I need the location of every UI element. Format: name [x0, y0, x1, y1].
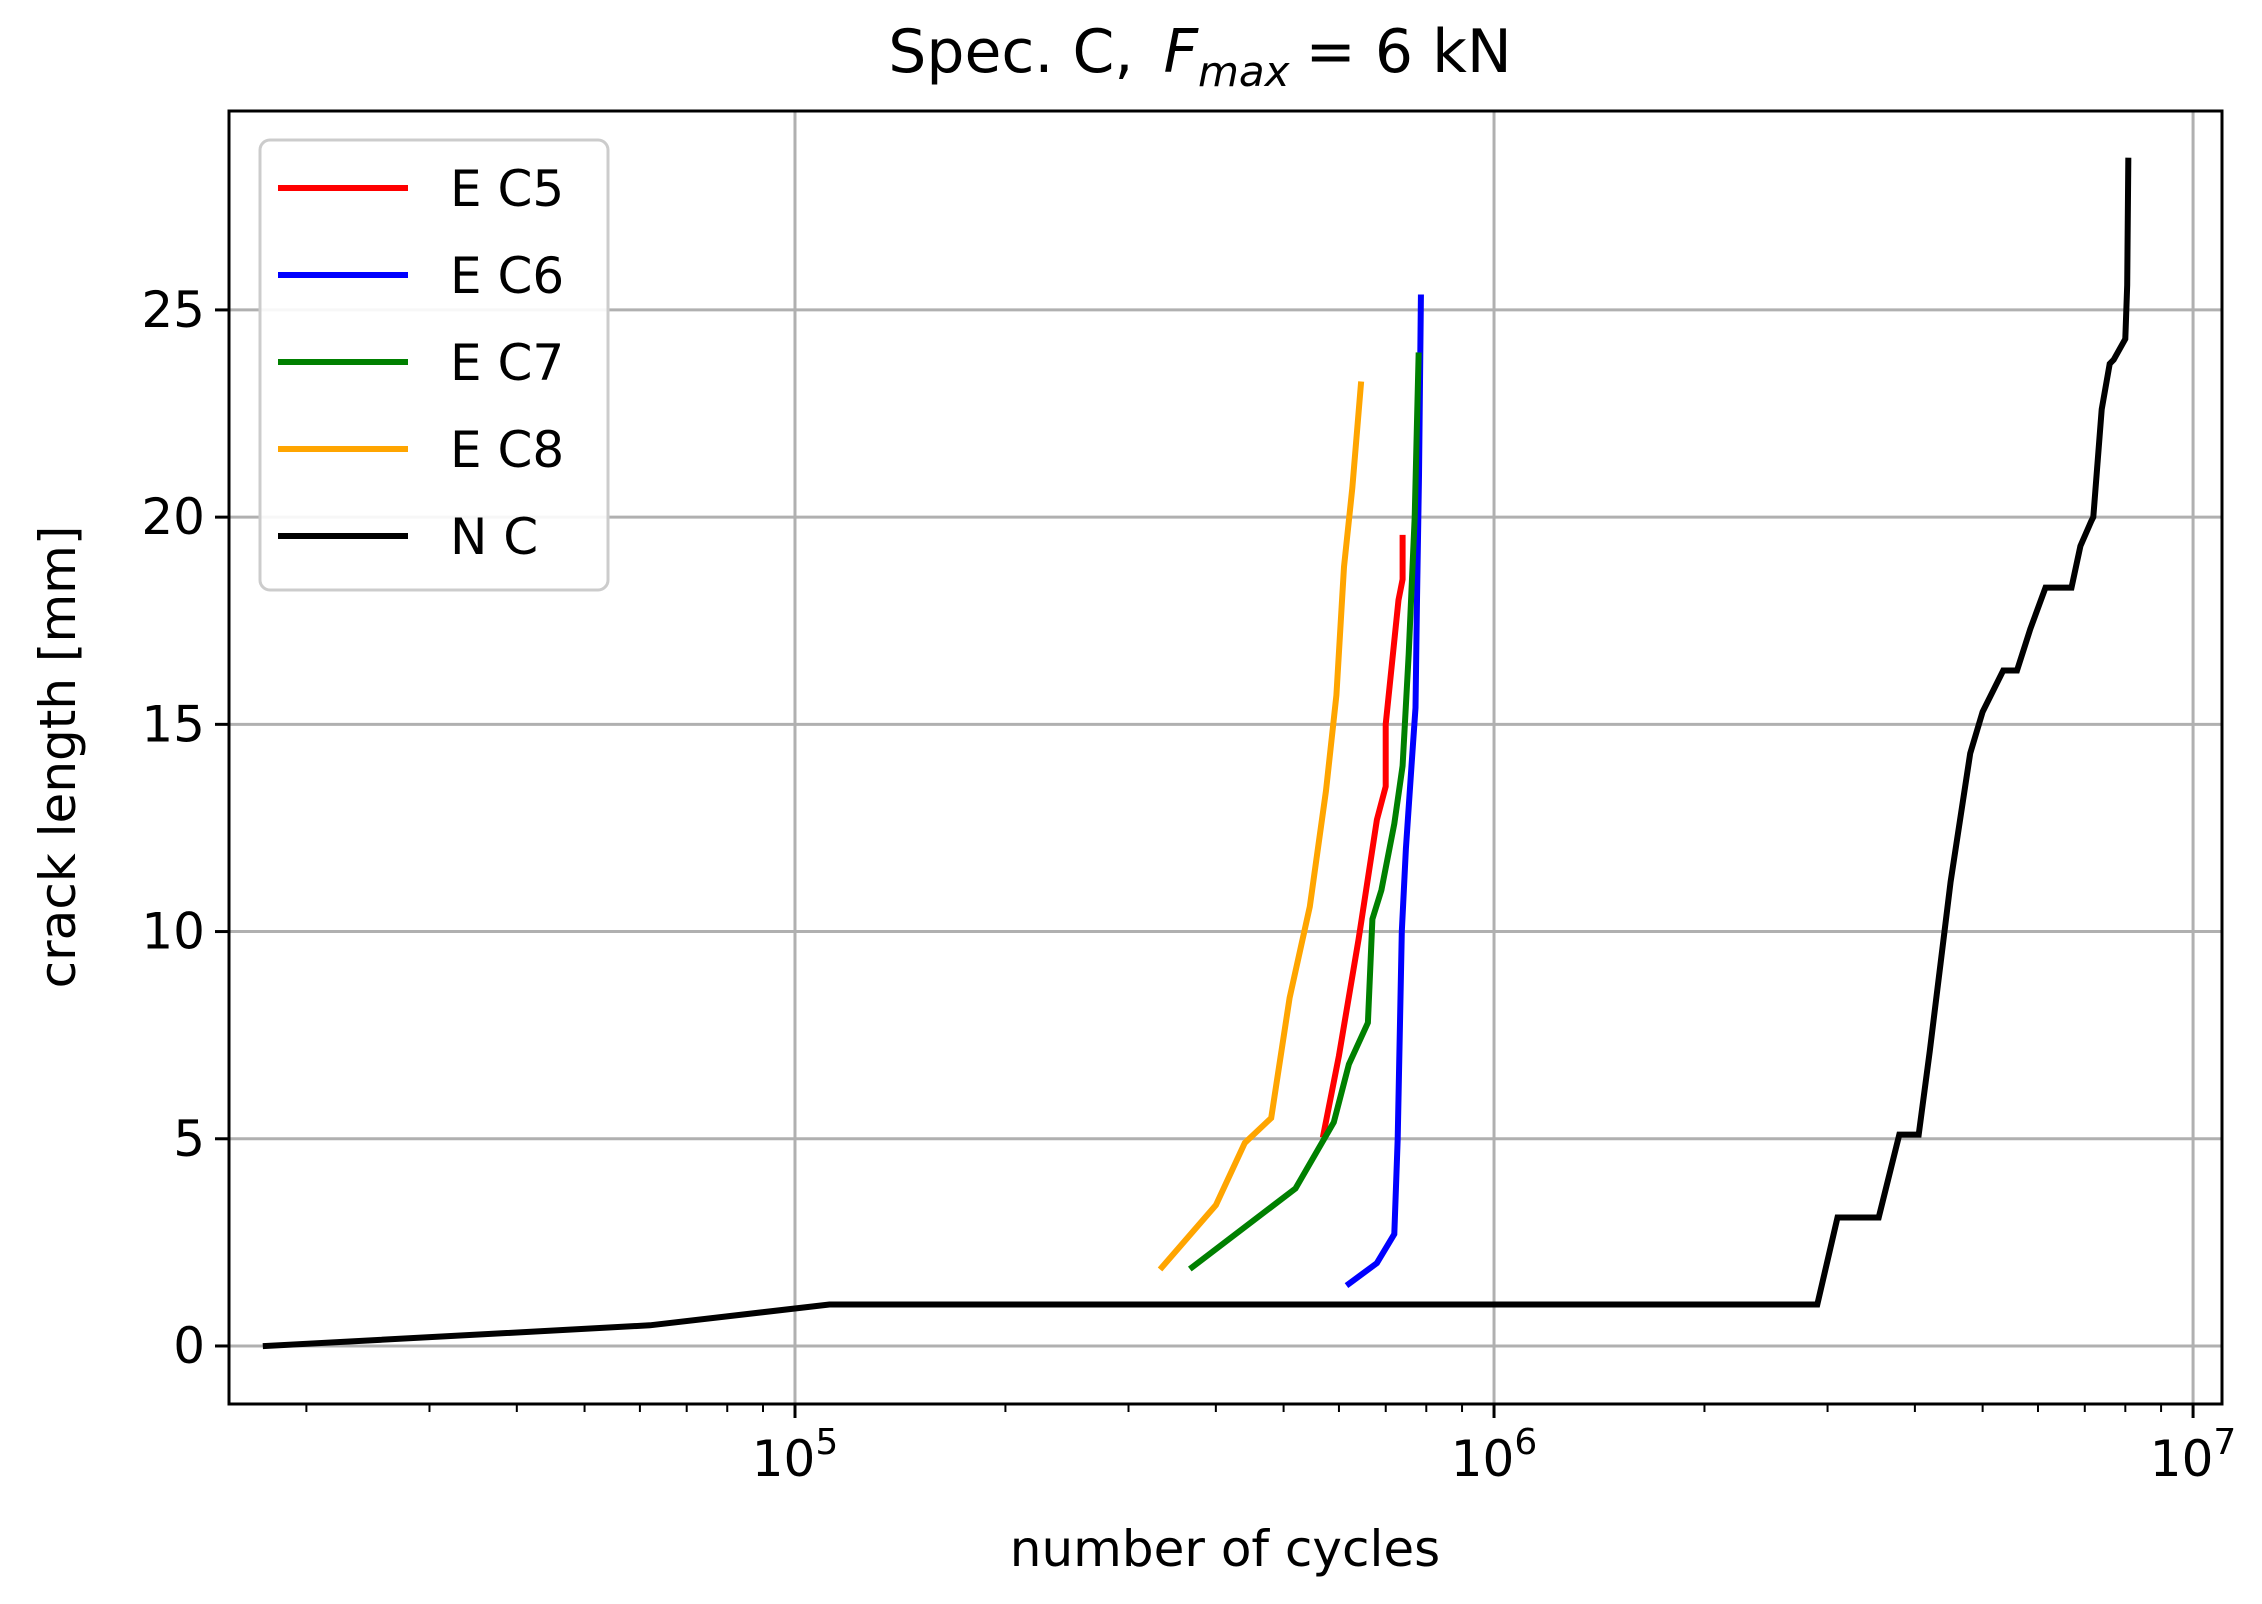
- y-tick-label: 10: [141, 903, 205, 961]
- plot-area-frame: [227, 109, 2224, 1406]
- title-prefix: Spec. C,: [888, 17, 1133, 87]
- legend-label: E C7: [450, 334, 564, 392]
- y-tick-label: 0: [173, 1317, 205, 1375]
- title-suffix: = 6 kN: [1305, 17, 1511, 87]
- y-tick-label: 5: [173, 1110, 205, 1168]
- x-tick-label: 105: [752, 1422, 839, 1488]
- legend-entry: E C5: [278, 160, 564, 218]
- x-tick-base: 10: [1451, 1430, 1515, 1488]
- y-tick-label: 20: [141, 488, 205, 546]
- series-line-n-c: [262, 157, 2132, 1350]
- legend-label: E C5: [450, 160, 564, 218]
- y-tick-label: 15: [141, 695, 205, 753]
- series-line-e-c6: [1344, 294, 1424, 1288]
- series-lines: [262, 157, 2132, 1350]
- y-axis-label: crack length [mm]: [29, 526, 87, 989]
- legend-entry: E C8: [278, 421, 564, 479]
- x-tick-label: 107: [2150, 1422, 2237, 1488]
- legend-entry: E C6: [278, 247, 564, 305]
- legend-entry: N C: [278, 508, 538, 566]
- series-line-e-c7: [1187, 352, 1422, 1272]
- title-subscript: max: [1198, 47, 1291, 96]
- legend-label: E C6: [450, 247, 564, 305]
- chart-title: Spec. C, Fmax = 6 kN: [888, 17, 1511, 96]
- series-line-e-c8: [1157, 381, 1365, 1272]
- series-line-e-c5: [1319, 534, 1406, 1139]
- x-tick-exponent: 6: [1514, 1422, 1537, 1463]
- x-tick-exponent: 5: [815, 1422, 838, 1463]
- x-tick-base: 10: [2150, 1430, 2214, 1488]
- x-tick-exponent: 7: [2213, 1422, 2236, 1463]
- legend-label: E C8: [450, 421, 564, 479]
- y-tick-label: 25: [141, 281, 205, 339]
- legend-entry: E C7: [278, 334, 564, 392]
- legend: E C5 E C6 E C7 E C8 N C: [258, 138, 610, 592]
- legend-frame: [258, 138, 610, 592]
- title-variable: F: [1163, 17, 1199, 87]
- legend-label: N C: [450, 508, 538, 566]
- x-tick-label: 106: [1451, 1422, 1538, 1488]
- x-tick-base: 10: [752, 1430, 816, 1488]
- x-axis-label: number of cycles: [1010, 1520, 1440, 1578]
